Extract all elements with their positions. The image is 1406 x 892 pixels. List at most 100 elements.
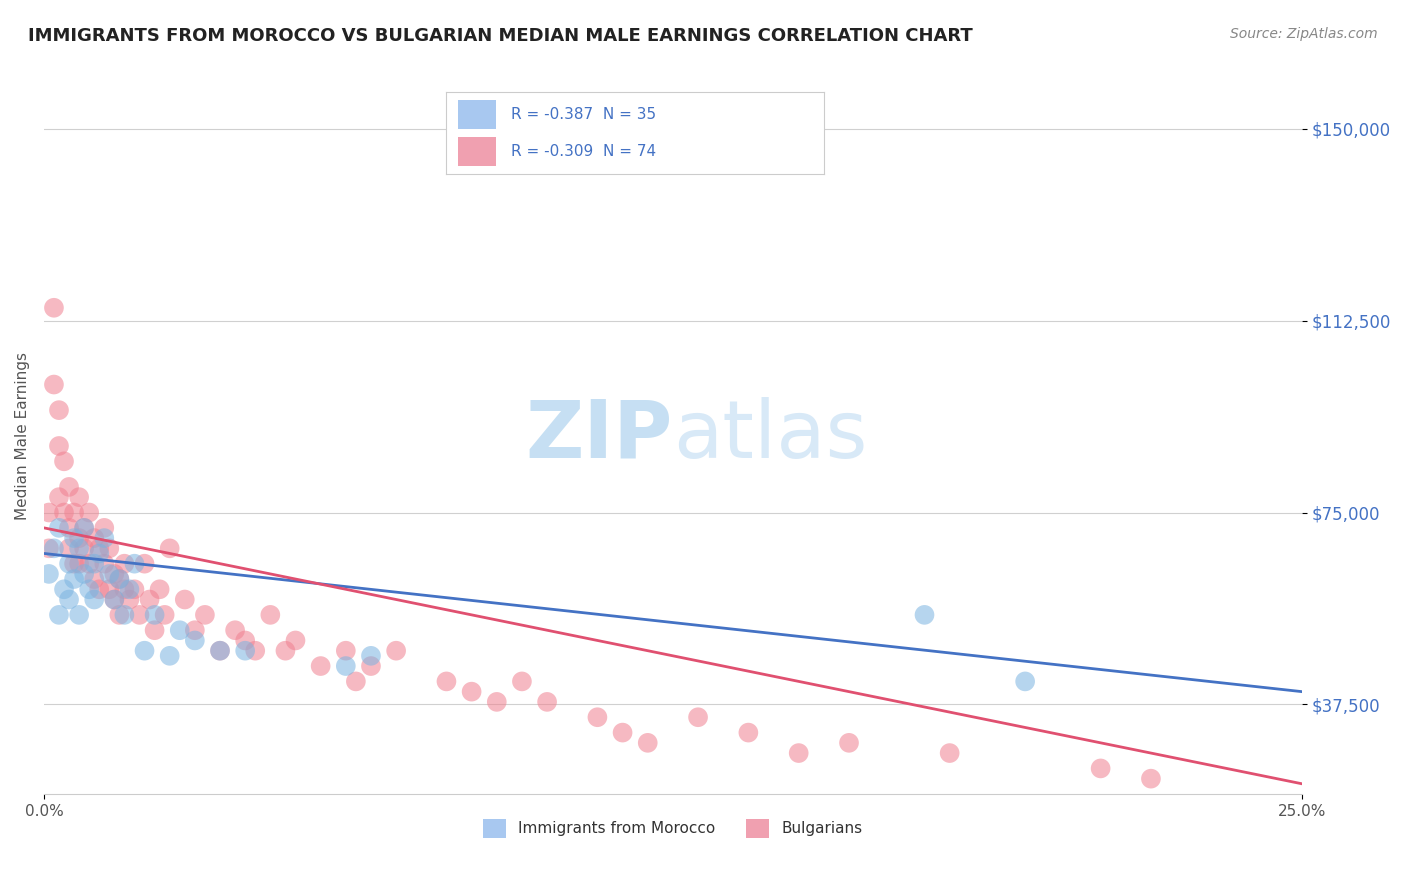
Point [335,643,357,657]
Point [1014,674,1036,689]
Point [63,572,86,586]
Text: Source: ZipAtlas.com: Source: ZipAtlas.com [1230,27,1378,41]
Point [112,582,135,597]
Point [159,541,181,556]
Point [73,521,96,535]
Point [233,633,256,648]
Point [89,582,111,597]
Legend: Immigrants from Morocco, Bulgarians: Immigrants from Morocco, Bulgarians [477,813,869,844]
Point [73,521,96,535]
Text: IMMIGRANTS FROM MOROCCO VS BULGARIAN MEDIAN MALE EARNINGS CORRELATION CHART: IMMIGRANTS FROM MOROCCO VS BULGARIAN MED… [28,27,973,45]
Point [360,659,382,673]
Point [98,541,121,556]
Point [48,490,70,504]
Point [108,572,131,586]
Point [98,582,121,597]
Point [360,648,382,663]
Point [83,557,105,571]
Point [98,566,121,581]
Point [83,531,105,545]
Point [58,521,80,535]
Point [58,480,80,494]
Point [83,592,105,607]
Point [38,541,60,556]
Point [284,633,307,648]
Point [637,736,659,750]
Point [93,531,115,545]
Point [53,582,76,597]
Point [938,746,960,760]
Point [83,572,105,586]
Point [612,725,634,739]
Point [787,746,810,760]
Point [159,648,181,663]
Point [63,557,86,571]
Point [274,643,297,657]
Point [536,695,558,709]
Point [112,607,135,622]
Point [686,710,709,724]
Point [335,659,357,673]
Point [89,546,111,560]
Point [77,557,100,571]
Point [184,633,207,648]
Point [208,643,231,657]
Point [42,301,65,315]
Point [93,521,115,535]
Point [153,607,176,622]
Point [77,582,100,597]
Point [134,643,156,657]
Point [112,557,135,571]
Point [63,506,86,520]
Point [67,531,90,545]
Point [38,566,60,581]
Point [108,607,131,622]
Point [737,725,759,739]
Point [48,439,70,453]
Point [67,541,90,556]
Point [73,541,96,556]
Y-axis label: Median Male Earnings: Median Male Earnings [15,351,30,520]
Point [309,659,332,673]
Point [48,403,70,417]
Point [586,710,609,724]
Point [138,592,160,607]
Point [58,557,80,571]
Point [124,557,146,571]
Point [194,607,217,622]
Text: ZIP: ZIP [526,397,673,475]
Point [124,582,146,597]
Point [48,607,70,622]
Point [143,624,166,638]
Point [73,566,96,581]
Point [58,541,80,556]
Point [914,607,936,622]
Point [63,531,86,545]
Point [53,506,76,520]
Point [460,684,482,698]
Point [108,572,131,586]
Point [1140,772,1163,786]
Point [245,643,267,657]
Point [128,607,150,622]
Point [93,557,115,571]
Point [344,674,367,689]
Point [173,592,195,607]
Text: atlas: atlas [673,397,868,475]
Point [103,592,125,607]
Point [77,506,100,520]
Point [103,592,125,607]
Point [103,566,125,581]
Point [436,674,458,689]
Point [224,624,246,638]
Point [259,607,281,622]
Point [184,624,207,638]
Point [58,592,80,607]
Point [485,695,508,709]
Point [48,521,70,535]
Point [385,643,408,657]
Point [67,607,90,622]
Point [118,582,141,597]
Point [233,643,256,657]
Point [53,454,76,468]
